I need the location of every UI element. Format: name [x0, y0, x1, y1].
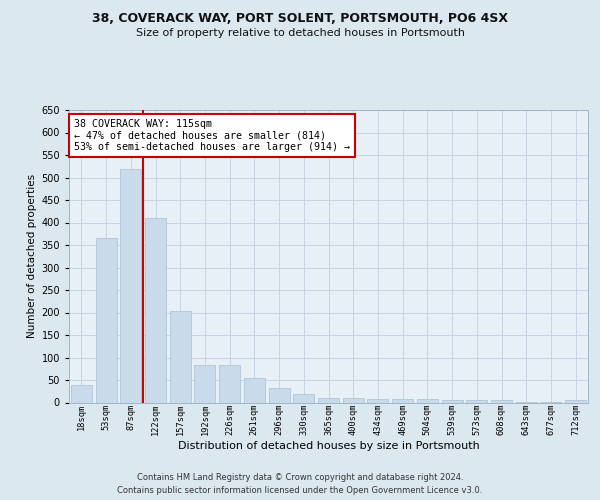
- Bar: [219, 364, 240, 403]
- Text: Contains public sector information licensed under the Open Government Licence v3: Contains public sector information licen…: [118, 486, 482, 495]
- Bar: [318, 398, 339, 402]
- Bar: [293, 394, 314, 402]
- Bar: [466, 400, 487, 402]
- Bar: [491, 400, 512, 402]
- Bar: [194, 364, 215, 403]
- Bar: [145, 218, 166, 402]
- Bar: [392, 399, 413, 402]
- Bar: [565, 400, 586, 402]
- Y-axis label: Number of detached properties: Number of detached properties: [27, 174, 37, 338]
- Bar: [71, 386, 92, 402]
- Bar: [417, 399, 438, 402]
- Bar: [170, 311, 191, 402]
- Bar: [367, 399, 388, 402]
- Bar: [269, 388, 290, 402]
- Text: Size of property relative to detached houses in Portsmouth: Size of property relative to detached ho…: [136, 28, 464, 38]
- Text: 38 COVERACK WAY: 115sqm
← 47% of detached houses are smaller (814)
53% of semi-d: 38 COVERACK WAY: 115sqm ← 47% of detache…: [74, 119, 350, 152]
- Bar: [120, 168, 141, 402]
- Bar: [244, 378, 265, 402]
- Bar: [343, 398, 364, 402]
- Bar: [442, 400, 463, 402]
- Text: Contains HM Land Registry data © Crown copyright and database right 2024.: Contains HM Land Registry data © Crown c…: [137, 472, 463, 482]
- X-axis label: Distribution of detached houses by size in Portsmouth: Distribution of detached houses by size …: [178, 441, 479, 451]
- Text: 38, COVERACK WAY, PORT SOLENT, PORTSMOUTH, PO6 4SX: 38, COVERACK WAY, PORT SOLENT, PORTSMOUT…: [92, 12, 508, 26]
- Bar: [95, 238, 116, 402]
